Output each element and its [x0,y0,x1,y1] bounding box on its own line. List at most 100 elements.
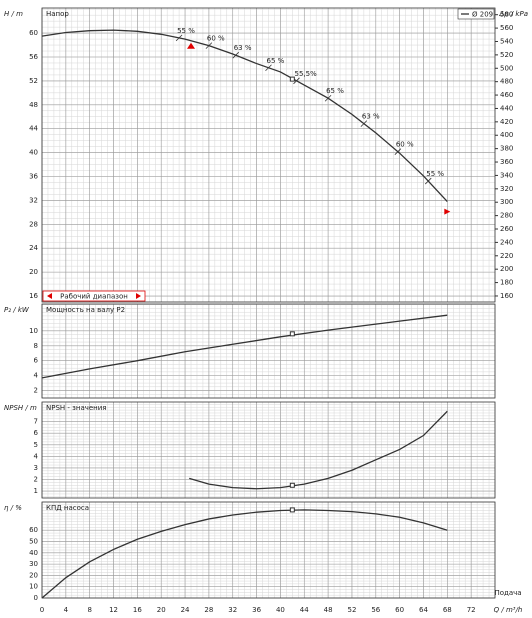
legend-box [457,8,495,20]
y-tick-label: 32 [29,196,38,204]
curve [189,410,448,490]
x-tick-label: 68 [443,606,452,614]
efficiency-label: 63 % [234,44,252,52]
curve [41,29,448,203]
panel-frame [41,401,496,499]
y-tick-label: 40 [29,549,38,557]
y-tick-label: 40 [29,149,38,157]
y2-tick-label: 360 [500,158,513,166]
y2-tick-label: 200 [500,265,513,273]
y-tick-label: 10 [29,327,38,335]
y-tick-label: 4 [34,372,39,380]
efficiency-label: 63 % [362,113,380,121]
y2-tick-label: 420 [500,118,513,126]
y-tick-label: 36 [29,173,38,181]
y-tick-label: 28 [29,220,38,228]
y-tick-label: 1 [34,487,38,495]
x-tick-label: 40 [276,606,285,614]
efficiency-tick [205,42,213,49]
y-tick-label: 30 [29,560,38,568]
y2-tick-label: 440 [500,104,513,112]
y2-tick-label: 560 [500,24,513,32]
panel-title: КПД насоса [46,504,89,512]
y2-tick-label: 540 [500,37,513,45]
y-tick-label: 44 [29,125,38,133]
y2-tick-label: 300 [500,198,513,206]
panel-title: NPSH - значения [46,404,107,412]
y-tick-label: 6 [34,429,39,437]
y2-tick-label: 240 [500,238,513,246]
y2-tick-label: 160 [500,292,513,300]
panel-frame [41,7,496,303]
y2-tick-label: 460 [500,91,513,99]
y2-tick-label: 580 [500,11,513,19]
panel-frame [41,501,496,599]
duty-point [289,507,295,513]
y-tick-label: 60 [29,29,38,37]
y2-tick-label: 480 [500,78,513,86]
x-tick-label: 56 [371,606,380,614]
x-tick-label: 36 [252,606,261,614]
x-tick-label: 16 [133,606,142,614]
y-axis-label: η / % [4,504,22,512]
x-tick-label: 48 [324,606,333,614]
efficiency-tick [394,148,402,155]
y-tick-label: 2 [34,387,38,395]
y-axis-label: P₂ / kW [4,306,30,314]
y-tick-label: 5 [34,441,38,449]
y-tick-label: 56 [29,53,38,61]
y2-tick-label: 220 [500,252,513,260]
panel-frame [41,303,496,399]
efficiency-tick [424,177,432,185]
x-tick-label: 60 [395,606,404,614]
y2-tick-label: 280 [500,212,513,220]
efficiency-tick [175,34,183,42]
y2-tick-label: 340 [500,171,513,179]
efficiency-label: 65 % [267,57,285,65]
y-tick-label: 52 [29,77,38,85]
y2-tick-label: 400 [500,131,513,139]
x-axis-label: Q / m³/h [494,606,523,614]
efficiency-label: 55,5% [295,70,318,78]
y-tick-label: 20 [29,571,38,579]
range-arrow-right [136,293,141,299]
x-tick-label: 72 [467,606,476,614]
y2-axis-label: Δp / kPa [498,10,528,18]
y-tick-label: 50 [29,538,38,546]
x-tick-label: 44 [300,606,309,614]
y2-tick-label: 320 [500,185,513,193]
y-tick-label: 3 [34,464,38,472]
y2-tick-label: 260 [500,225,513,233]
efficiency-tick [293,77,300,85]
x-axis-sublabel: Подача [494,589,521,597]
efficiency-label: 55 % [426,170,444,178]
range-box [42,290,146,302]
x-tick-label: 8 [87,606,91,614]
x-tick-label: 28 [204,606,213,614]
range-marker [187,42,196,49]
efficiency-label: 60 % [396,141,414,149]
range-arrow-left [47,293,52,299]
curve [41,509,448,599]
range-label: Рабочий диапазон [60,293,128,301]
y-tick-label: 8 [34,342,38,350]
duty-point [289,482,295,488]
y-tick-label: 4 [34,452,39,460]
efficiency-label: 60 % [207,35,225,43]
y2-tick-label: 520 [500,51,513,59]
x-tick-label: 20 [157,606,166,614]
x-tick-label: 32 [228,606,237,614]
y-tick-label: 16 [29,292,38,300]
x-tick-label: 24 [181,606,190,614]
range-marker [444,208,451,215]
efficiency-tick [360,120,368,127]
efficiency-tick [324,94,332,102]
y-tick-label: 24 [29,244,38,252]
y2-tick-label: 380 [500,145,513,153]
panel-title: Мощность на валу P2 [46,306,125,314]
y-tick-label: 0 [34,594,38,602]
y-axis-label: H / m [4,10,23,18]
efficiency-label: 55 % [177,27,195,35]
legend-label: Ø 209 [472,11,493,19]
